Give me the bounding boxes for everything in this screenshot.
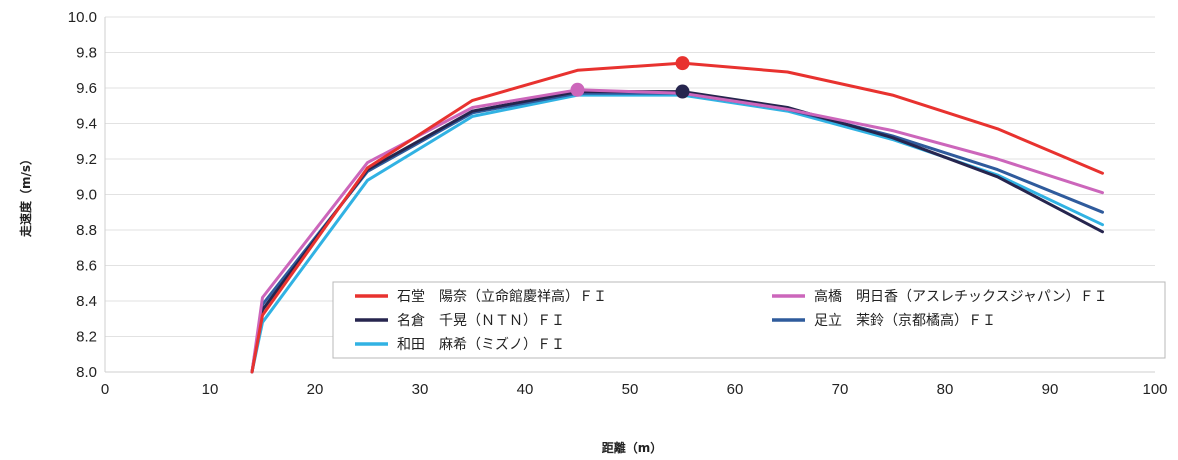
- x-tick-label: 20: [307, 381, 324, 398]
- series-markers: [570, 56, 690, 99]
- legend-label: 足立 茉鈴（京都橘高）ＦＩ: [814, 312, 996, 329]
- legend-label: 石堂 陽奈（立命館慶祥高）ＦＩ: [397, 288, 607, 305]
- y-tick-labels: 8.0 8.2 8.4 8.6 8.8 9.0 9.2 9.4 9.6 9.8 10.0: [68, 9, 97, 381]
- x-tick-label: 60: [727, 381, 744, 398]
- axes: [104, 17, 1155, 373]
- x-tick-label: 40: [517, 381, 534, 398]
- y-tick-label: 8.2: [76, 329, 97, 346]
- peak-marker: [675, 84, 690, 99]
- y-tick-label: 8.6: [76, 258, 97, 275]
- y-tick-label: 9.4: [76, 116, 97, 133]
- y-tick-label: 10.0: [68, 9, 97, 26]
- x-axis-title: 距離（m）: [602, 440, 663, 455]
- x-tick-label: 10: [202, 381, 219, 398]
- series-lines: [250, 61, 1104, 374]
- x-tick-label: 70: [832, 381, 849, 398]
- y-tick-label: 9.6: [76, 80, 97, 97]
- x-tick-label: 100: [1142, 381, 1167, 398]
- series-line: [250, 61, 1104, 374]
- legend-label: 和田 麻希（ミズノ）ＦＩ: [397, 337, 565, 353]
- legend-label: 名倉 千晃（ＮＴＮ）ＦＩ: [397, 313, 565, 329]
- x-tick-label: 50: [622, 381, 639, 398]
- x-tick-label: 80: [937, 381, 954, 398]
- y-tick-label: 8.4: [76, 293, 97, 310]
- x-tick-labels: 0 10 20 30 40 50 60 70 80 90 100: [101, 381, 1168, 398]
- y-tick-label: 8.8: [76, 222, 97, 239]
- x-tick-label: 0: [101, 381, 109, 398]
- series-line: [250, 88, 1104, 374]
- peak-marker: [675, 56, 690, 71]
- legend-box: [332, 281, 1166, 359]
- peak-marker: [570, 82, 585, 97]
- y-tick-label: 9.2: [76, 151, 97, 168]
- x-tick-label: 30: [412, 381, 429, 398]
- x-tick-label: 90: [1042, 381, 1059, 398]
- y-tick-label: 8.0: [76, 364, 97, 381]
- y-tick-label: 9.0: [76, 187, 97, 204]
- legend: 石堂 陽奈（立命館慶祥高）ＦＩ 高橋 明日香（アスレチックスジャパン）ＦＩ 名倉 千…: [332, 281, 1166, 359]
- y-tick-label: 9.8: [76, 45, 97, 62]
- y-axis-title: 走速度（m/s）: [18, 153, 33, 237]
- legend-label: 高橋 明日香（アスレチックスジャパン）ＦＩ: [814, 288, 1108, 305]
